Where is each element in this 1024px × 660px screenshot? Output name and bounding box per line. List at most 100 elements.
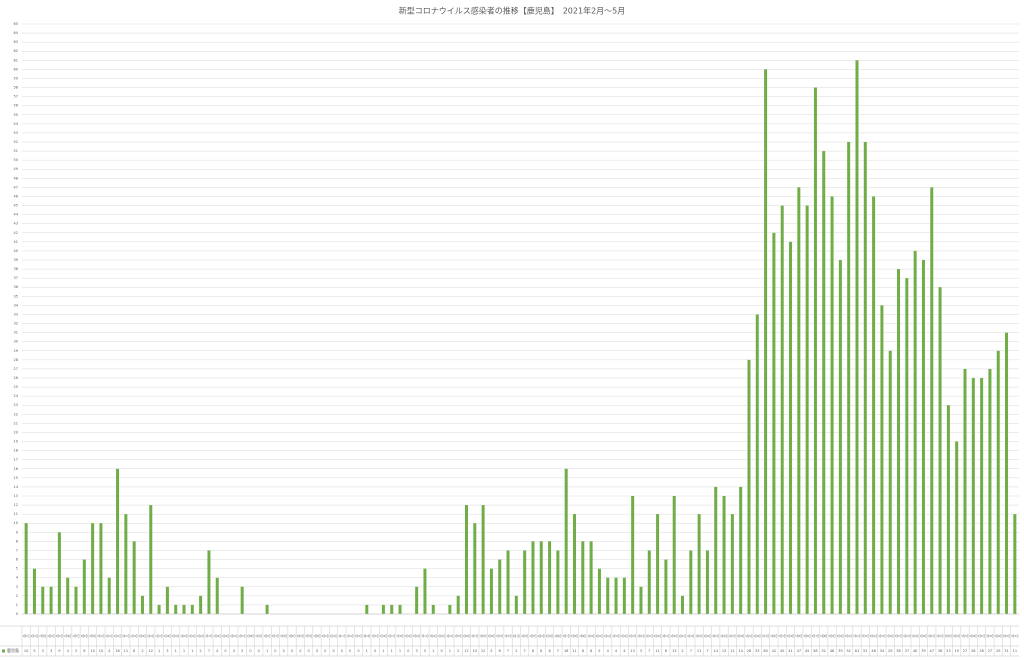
- table-value: 13: [672, 649, 676, 653]
- y-tick-label: 63: [14, 40, 18, 44]
- y-tick-label: 11: [14, 512, 18, 516]
- x-tick-label: 4月15日: [629, 634, 636, 638]
- y-tick-label: 9: [16, 530, 18, 534]
- table-value: 8: [532, 649, 534, 653]
- x-tick-label: 5月6日: [804, 634, 811, 638]
- bar: [672, 496, 676, 614]
- y-tick-label: 32: [14, 322, 18, 326]
- bar: [116, 468, 120, 614]
- x-tick-label: 4月4日: [538, 634, 545, 638]
- y-tick-label: 48: [14, 176, 18, 180]
- table-value: 1: [399, 649, 401, 653]
- bar: [805, 205, 809, 615]
- y-tick-label: 1: [16, 603, 18, 607]
- bar: [91, 523, 95, 614]
- x-tick-label: 5月23日: [945, 634, 952, 638]
- y-tick-label: 21: [14, 421, 18, 425]
- x-tick-label: 4月8日: [571, 634, 578, 638]
- y-tick-label: 64: [14, 31, 19, 35]
- table-value: 31: [1004, 649, 1008, 653]
- bar: [681, 595, 685, 614]
- x-tick-label: 5月29日: [995, 634, 1002, 638]
- legend-label: 鹿児島: [7, 647, 19, 653]
- x-tick-label: 5月13日: [862, 634, 869, 638]
- table-value: 7: [524, 649, 526, 653]
- bar: [921, 260, 925, 614]
- bar: [647, 550, 651, 614]
- bar: [82, 559, 86, 614]
- bar: [99, 523, 103, 614]
- y-tick-label: 47: [14, 185, 18, 189]
- x-tick-label: 2月23日: [205, 634, 212, 638]
- y-tick-label: 16: [14, 467, 18, 471]
- table-value: 3: [50, 649, 52, 653]
- table-value: 2: [141, 649, 143, 653]
- table-value: 1: [266, 649, 268, 653]
- bar: [789, 241, 793, 614]
- bar: [390, 604, 394, 614]
- bar: [930, 187, 934, 614]
- table-value: 0: [233, 649, 235, 653]
- table-value: 4: [607, 649, 610, 653]
- x-tick-label: 3月4日: [280, 634, 287, 638]
- x-tick-label: 5月14日: [870, 634, 877, 638]
- x-tick-label: 4月23日: [696, 634, 703, 638]
- bar: [49, 586, 53, 614]
- bar: [74, 586, 78, 614]
- bar: [240, 586, 244, 614]
- x-tick-label: 5月15日: [878, 634, 885, 638]
- x-tick-label: 4月14日: [621, 634, 628, 638]
- x-tick-label: 4月20日: [671, 634, 678, 638]
- x-tick-label: 5月1日: [762, 634, 769, 638]
- bar: [714, 486, 718, 614]
- bar: [697, 514, 701, 614]
- x-tick-label: 3月11日: [338, 634, 345, 638]
- x-tick-label: 5月28日: [986, 634, 993, 638]
- x-tick-label: 2月16日: [147, 634, 154, 638]
- bar: [747, 359, 751, 614]
- y-tick-label: 17: [14, 458, 18, 462]
- y-tick-label: 25: [14, 385, 18, 389]
- table-value: 1: [191, 649, 193, 653]
- x-tick-label: 5月16日: [887, 634, 894, 638]
- x-tick-label: 4月25日: [712, 634, 719, 638]
- table-value: 27: [963, 649, 967, 653]
- y-tick-label: 37: [14, 276, 18, 280]
- bar: [988, 368, 992, 614]
- bar: [830, 196, 834, 614]
- table-value: 0: [316, 649, 318, 653]
- y-tick-label: 3: [16, 585, 18, 589]
- table-value: 10: [24, 649, 28, 653]
- chart-title: 新型コロナウイルス感染者の推移【鹿児島】 2021年2月～5月: [399, 6, 626, 16]
- x-tick-label: 4月28日: [737, 634, 744, 638]
- x-tick-label: 3月25日: [455, 634, 462, 638]
- x-tick-label: 4月18日: [654, 634, 661, 638]
- bar: [523, 550, 527, 614]
- table-value: 39: [921, 649, 925, 653]
- bar: [124, 514, 128, 614]
- y-tick-label: 44: [14, 213, 19, 217]
- table-value: 3: [241, 649, 243, 653]
- x-tick-label: 4月24日: [704, 634, 711, 638]
- table-value: 3: [75, 649, 77, 653]
- table-value: 26: [971, 649, 975, 653]
- x-tick-label: 4月22日: [687, 634, 694, 638]
- bar: [872, 196, 876, 614]
- x-tick-label: 2月5日: [56, 634, 63, 638]
- x-tick-label: 3月3日: [272, 634, 279, 638]
- table-value: 12: [481, 649, 485, 653]
- y-tick-label: 57: [14, 95, 18, 99]
- bar: [739, 486, 743, 614]
- y-tick-label: 5: [16, 567, 18, 571]
- x-tick-label: 2月19日: [172, 634, 179, 638]
- x-tick-label: 5月25日: [961, 634, 968, 638]
- table-value: 0: [374, 649, 376, 653]
- table-value: 45: [805, 649, 809, 653]
- y-tick-label: 27: [14, 367, 18, 371]
- table-value: 3: [640, 649, 642, 653]
- bar: [581, 541, 585, 614]
- x-tick-label: 2月17日: [156, 634, 163, 638]
- bar: [797, 187, 801, 614]
- x-tick-label: 2月8日: [81, 634, 88, 638]
- x-tick-label: 2月6日: [64, 634, 71, 638]
